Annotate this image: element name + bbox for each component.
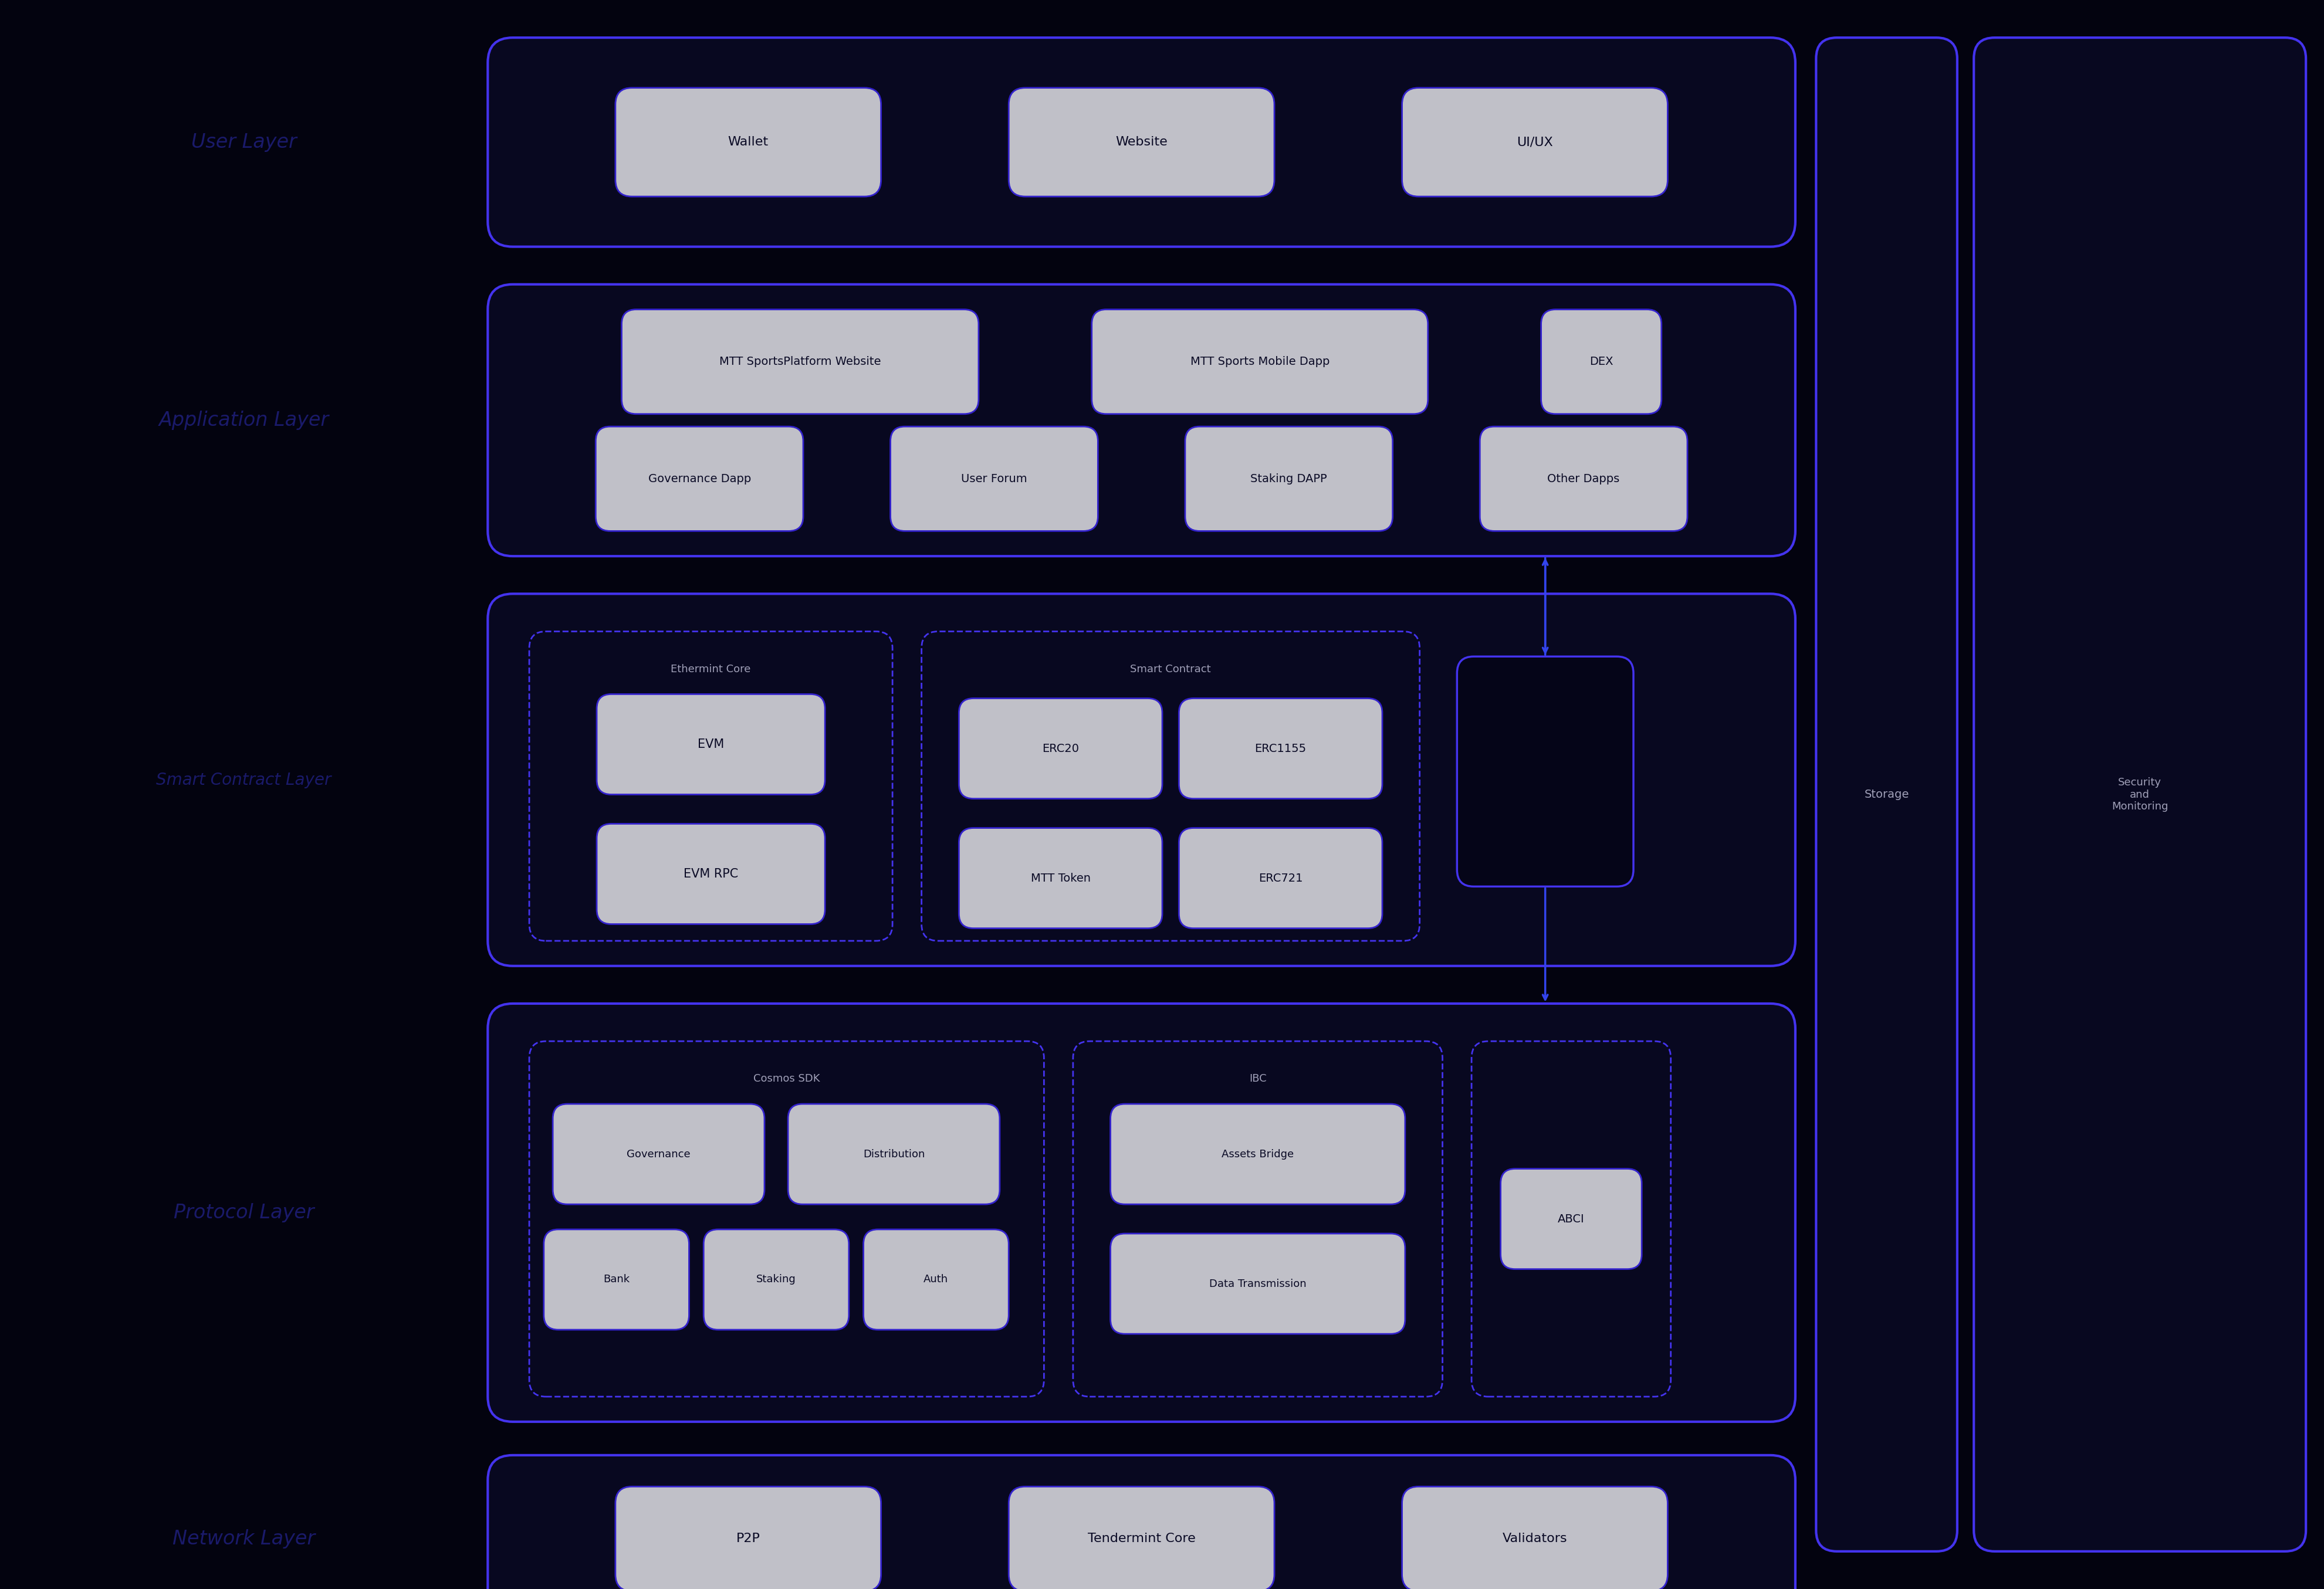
Text: MTT Sports Mobile Dapp: MTT Sports Mobile Dapp	[1190, 356, 1329, 367]
FancyBboxPatch shape	[1401, 1487, 1666, 1589]
Text: Governance: Governance	[627, 1149, 690, 1160]
Text: UI/UX: UI/UX	[1515, 137, 1552, 148]
Text: Ethermint Core: Ethermint Core	[672, 664, 751, 674]
FancyBboxPatch shape	[1178, 698, 1383, 799]
Text: Validators: Validators	[1501, 1533, 1566, 1545]
Text: EVM: EVM	[697, 739, 725, 750]
Text: Protocol Layer: Protocol Layer	[174, 1203, 314, 1222]
Text: Cosmos SDK: Cosmos SDK	[753, 1074, 820, 1084]
FancyBboxPatch shape	[920, 631, 1420, 941]
FancyBboxPatch shape	[1480, 426, 1687, 531]
Text: EVM RPC: EVM RPC	[683, 868, 739, 880]
FancyBboxPatch shape	[1111, 1233, 1404, 1333]
Text: Website: Website	[1116, 137, 1167, 148]
FancyBboxPatch shape	[488, 1456, 1794, 1589]
FancyBboxPatch shape	[597, 694, 825, 794]
FancyBboxPatch shape	[553, 1104, 765, 1204]
Text: ABCI: ABCI	[1557, 1214, 1585, 1225]
Text: ERC20: ERC20	[1041, 744, 1078, 755]
Text: Governance Dapp: Governance Dapp	[648, 474, 751, 485]
Text: Tendermint Core: Tendermint Core	[1088, 1533, 1195, 1545]
Text: Application Layer: Application Layer	[158, 410, 330, 431]
Text: Smart Contract Layer: Smart Contract Layer	[156, 772, 332, 788]
FancyBboxPatch shape	[704, 1230, 848, 1330]
FancyBboxPatch shape	[1457, 656, 1634, 887]
FancyBboxPatch shape	[890, 426, 1097, 531]
Text: IBC: IBC	[1248, 1074, 1267, 1084]
FancyBboxPatch shape	[488, 594, 1794, 966]
FancyBboxPatch shape	[530, 1041, 1043, 1397]
Text: MTT SportsPlatform Website: MTT SportsPlatform Website	[718, 356, 881, 367]
FancyBboxPatch shape	[1973, 38, 2305, 1551]
FancyBboxPatch shape	[1401, 87, 1666, 197]
FancyBboxPatch shape	[530, 631, 892, 941]
Text: Security
and
Monitoring: Security and Monitoring	[2110, 777, 2168, 812]
FancyBboxPatch shape	[616, 87, 881, 197]
Text: Staking: Staking	[755, 1274, 795, 1286]
Text: Smart Contract: Smart Contract	[1129, 664, 1211, 674]
FancyBboxPatch shape	[1009, 87, 1274, 197]
FancyBboxPatch shape	[862, 1230, 1009, 1330]
FancyBboxPatch shape	[488, 1004, 1794, 1422]
FancyBboxPatch shape	[1074, 1041, 1443, 1397]
FancyBboxPatch shape	[1471, 1041, 1671, 1397]
Text: Network Layer: Network Layer	[172, 1529, 316, 1549]
Text: User Forum: User Forum	[960, 474, 1027, 485]
Text: User Layer: User Layer	[191, 132, 297, 153]
Text: Storage: Storage	[1864, 788, 1908, 801]
FancyBboxPatch shape	[488, 38, 1794, 246]
FancyBboxPatch shape	[788, 1104, 999, 1204]
Text: Data Transmission: Data Transmission	[1208, 1279, 1306, 1289]
FancyBboxPatch shape	[1185, 426, 1392, 531]
FancyBboxPatch shape	[1092, 310, 1427, 415]
FancyBboxPatch shape	[957, 828, 1162, 928]
FancyBboxPatch shape	[1541, 310, 1662, 415]
FancyBboxPatch shape	[1178, 828, 1383, 928]
Text: Auth: Auth	[923, 1274, 948, 1286]
Text: ERC721: ERC721	[1257, 872, 1301, 883]
Text: ERC1155: ERC1155	[1255, 744, 1306, 755]
Text: Assets Bridge: Assets Bridge	[1222, 1149, 1294, 1160]
FancyBboxPatch shape	[1009, 1487, 1274, 1589]
Text: MTT Token: MTT Token	[1030, 872, 1090, 883]
Text: Other Dapps: Other Dapps	[1548, 474, 1620, 485]
Text: Distribution: Distribution	[862, 1149, 925, 1160]
Text: Wallet: Wallet	[727, 137, 769, 148]
FancyBboxPatch shape	[1501, 1170, 1641, 1270]
FancyBboxPatch shape	[1111, 1104, 1404, 1204]
FancyBboxPatch shape	[544, 1230, 688, 1330]
FancyBboxPatch shape	[488, 284, 1794, 556]
FancyBboxPatch shape	[595, 426, 804, 531]
FancyBboxPatch shape	[597, 823, 825, 925]
Text: DEX: DEX	[1590, 356, 1613, 367]
FancyBboxPatch shape	[957, 698, 1162, 799]
FancyBboxPatch shape	[616, 1487, 881, 1589]
Text: P2P: P2P	[737, 1533, 760, 1545]
FancyBboxPatch shape	[1815, 38, 1957, 1551]
FancyBboxPatch shape	[621, 310, 978, 415]
Text: Staking DAPP: Staking DAPP	[1250, 474, 1327, 485]
Text: Bank: Bank	[602, 1274, 630, 1286]
